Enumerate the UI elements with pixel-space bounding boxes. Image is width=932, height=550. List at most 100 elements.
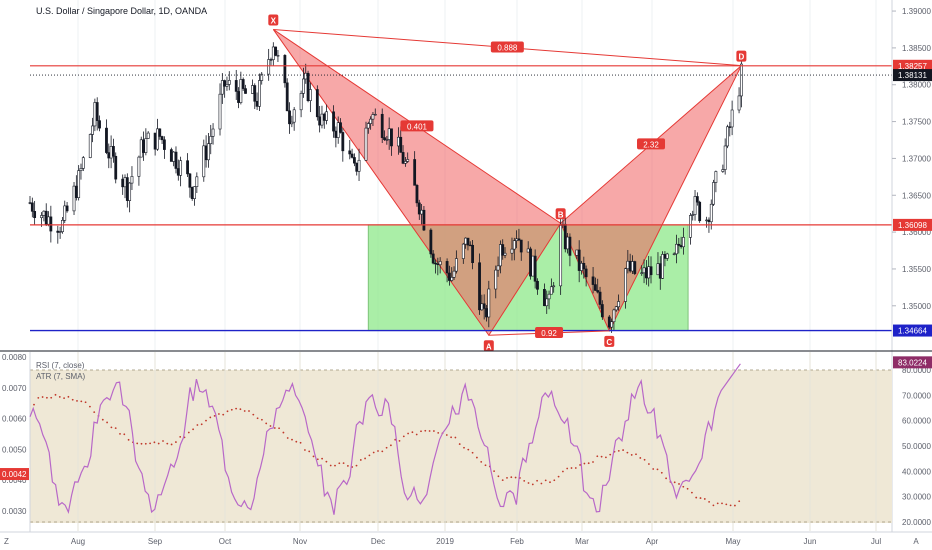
atr-dot [549,481,551,484]
candle [487,288,491,318]
candle [385,139,389,141]
atr-dot [372,451,375,454]
atr-value-tag: 0.0042 [0,468,29,481]
candle [531,255,535,277]
atr-dot [162,440,164,442]
pattern-point-label[interactable]: X [268,14,279,26]
ratio-label[interactable]: 0.888 [490,41,524,53]
atr-dot [605,456,607,459]
atr-dot [239,408,242,411]
candle [461,243,465,259]
candle [628,260,632,272]
candle [436,263,440,266]
atr-dot [433,430,435,432]
atr-dot [299,441,302,444]
candle [607,316,611,328]
atr-dot [381,450,384,453]
candle [98,120,101,129]
candle [318,116,322,126]
time-label: Jun [804,537,817,546]
candle [271,46,275,60]
candle [93,102,97,127]
candle [325,111,329,121]
ratio-label[interactable]: 0.401 [400,120,434,132]
candle [723,145,727,170]
atr-dot [67,395,70,398]
atr-dot [592,461,594,463]
atr-dot [506,476,508,479]
timezone-label[interactable]: Z [4,537,9,546]
ratio-label[interactable]: 0.92 [535,327,564,339]
candle [274,46,278,56]
candle [626,260,630,269]
candle [153,132,157,150]
candle [188,173,192,188]
atr-dot [291,438,293,441]
candle [415,185,419,204]
atr-dot [325,460,328,463]
candle [517,238,521,241]
candle [399,136,403,153]
candle [109,146,113,159]
candle [591,276,595,285]
candle [526,248,530,253]
rsi-axis[interactable]: 80.0000 70.0000 60.0000 50.0000 40.0000 30.00… [902,366,931,527]
candle [350,153,354,158]
price-tag: 1.38131 [893,69,932,82]
candle [91,125,94,135]
candle [227,80,231,85]
atr-dot [235,407,238,410]
indicator-legend-label[interactable]: RSI (7, close) [36,361,85,370]
atr-dot [316,458,319,461]
candle [283,55,287,84]
time-label: Nov [293,537,307,546]
candle [422,209,426,231]
atr-dot [463,446,465,449]
svg-text:0.888: 0.888 [497,44,518,53]
candle [420,209,424,215]
atr-tick-label: 0.0040 [2,476,27,485]
atr-dot [639,457,642,459]
indicator-vertical-grid [77,352,877,531]
candle [545,298,549,307]
pattern-point-label[interactable]: B [555,208,566,220]
atr-dot [265,422,268,425]
atr-tick-label: 0.0080 [2,353,27,362]
candle [61,220,64,233]
atr-dot [364,457,366,460]
atr-dot [347,465,349,467]
atr-dot [648,463,650,465]
price-tick-label: 1.35000 [902,302,931,311]
price-axis[interactable]: 1.39000 1.38500 1.38000 1.37500 1.37000 1.365… [892,7,931,311]
candle [434,262,437,265]
candle [336,122,340,138]
candle [675,243,678,255]
atr-dot [248,410,250,412]
atr-dot [566,467,569,470]
atr-dot [678,483,680,485]
candle [176,168,180,176]
pattern-point-label[interactable]: A [483,340,494,352]
indicator-legend-label[interactable]: ATR (7, SMA) [36,372,86,381]
candle [40,215,43,219]
time-label: May [725,537,740,546]
pattern-point-label[interactable]: D [736,50,747,62]
atr-dot [273,427,276,429]
ratio-label[interactable]: 2.32 [637,138,666,150]
atr-axis[interactable]: 0.0080 0.0070 0.0060 0.0050 0.0040 0.0030 [2,353,27,516]
candle [42,210,46,216]
candle [568,236,572,256]
atr-dot [252,413,255,416]
atr-dot [540,482,543,485]
atr-dot [725,503,728,506]
time-axis[interactable]: Aug Sep Oct Nov Dec 2019 Feb Mar Apr May Jun Jul A [71,537,919,546]
atr-dot [562,470,564,473]
candle [225,84,229,87]
candle [549,286,553,295]
pattern-point-label[interactable]: C [604,335,615,347]
candle [617,301,620,308]
candle [144,138,148,153]
atr-dot [497,475,500,478]
atr-dot [106,421,108,424]
